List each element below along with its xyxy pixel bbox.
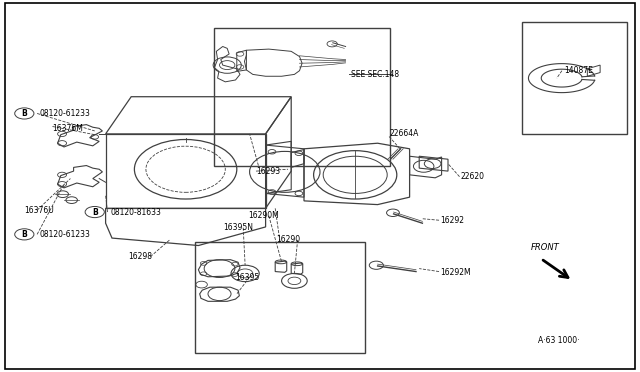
Bar bbox=[195, 242, 365, 353]
Text: 16290M: 16290M bbox=[248, 211, 279, 220]
Text: 16395N: 16395N bbox=[223, 223, 253, 232]
Text: 16293: 16293 bbox=[256, 167, 280, 176]
Text: 22620: 22620 bbox=[461, 172, 485, 181]
Text: 08120-81633: 08120-81633 bbox=[110, 208, 161, 217]
Text: B: B bbox=[22, 109, 27, 118]
Text: 16292: 16292 bbox=[440, 216, 464, 225]
Text: 08120-61233: 08120-61233 bbox=[40, 230, 90, 239]
Text: 16290: 16290 bbox=[276, 235, 301, 244]
Bar bbox=[214, 28, 390, 166]
Text: 14087E: 14087E bbox=[564, 66, 593, 75]
Text: 08120-61233: 08120-61233 bbox=[40, 109, 90, 118]
Text: SEE SEC.148: SEE SEC.148 bbox=[351, 70, 399, 79]
Text: FRONT: FRONT bbox=[531, 243, 560, 252]
Text: A·63 1000·: A·63 1000· bbox=[538, 336, 579, 345]
Bar bbox=[522, 22, 627, 134]
Text: 16376M: 16376M bbox=[52, 124, 83, 133]
Text: B: B bbox=[22, 230, 27, 239]
Text: 16376U: 16376U bbox=[24, 206, 54, 215]
Text: 16395: 16395 bbox=[236, 273, 260, 282]
Text: 16298: 16298 bbox=[128, 252, 152, 261]
Text: 16292M: 16292M bbox=[440, 268, 471, 277]
Text: B: B bbox=[92, 208, 97, 217]
Text: 22664A: 22664A bbox=[389, 129, 419, 138]
